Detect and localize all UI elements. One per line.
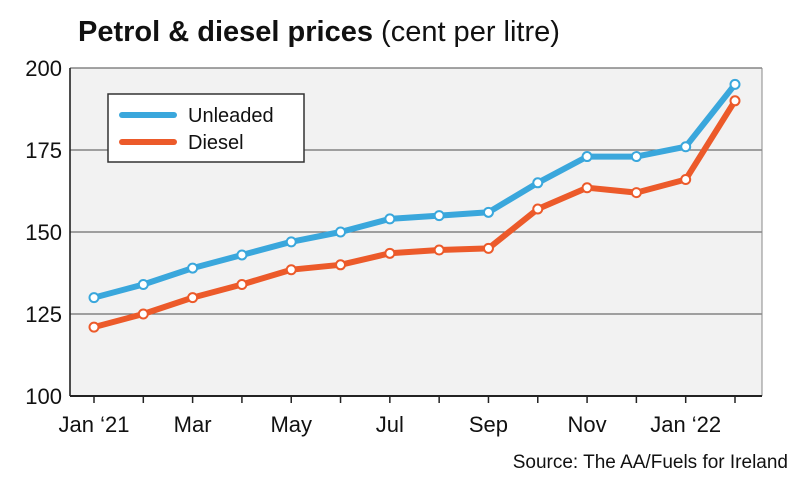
y-tick-label-125: 125	[25, 302, 62, 327]
point-unleaded-7	[433, 210, 445, 222]
point-unleaded-4	[285, 236, 297, 248]
y-tick-label-100: 100	[25, 384, 62, 409]
point-unleaded-0	[88, 292, 100, 304]
point-unleaded-3	[236, 249, 248, 261]
chart-title: Petrol & diesel prices	[78, 16, 373, 48]
x-tick-label-0: Jan ‘21	[59, 412, 130, 437]
point-unleaded-5	[335, 226, 347, 238]
legend: Unleaded Diesel	[107, 93, 305, 163]
point-unleaded-9	[532, 177, 544, 189]
x-tick-label-3: Jul	[376, 412, 404, 437]
series-line-unleaded	[91, 81, 738, 301]
point-diesel-0	[88, 321, 100, 333]
x-tick-label-6: Jan ‘22	[650, 412, 721, 437]
point-diesel-8	[482, 242, 494, 254]
legend-label-unleaded: Unleaded	[188, 105, 274, 127]
point-diesel-13	[729, 95, 741, 107]
point-diesel-6	[384, 247, 396, 259]
x-tick-label-1: Mar	[174, 412, 212, 437]
x-axis: Jan ‘21 Mar May Jul Sep Nov Jan ‘22	[59, 395, 762, 437]
point-unleaded-10	[581, 151, 593, 163]
legend-label-diesel: Diesel	[188, 132, 244, 154]
point-unleaded-8	[482, 206, 494, 218]
point-unleaded-2	[187, 262, 199, 274]
point-diesel-2	[187, 292, 199, 304]
point-unleaded-12	[680, 141, 692, 153]
y-tick-label-175: 175	[25, 138, 62, 163]
point-diesel-5	[335, 259, 347, 271]
y-axis: 100 125 150 175 200	[25, 56, 71, 409]
y-tick-label-150: 150	[25, 220, 62, 245]
source-note: Source: The AA/Fuels for Ireland	[512, 452, 788, 473]
point-unleaded-11	[630, 151, 642, 163]
point-unleaded-1	[137, 278, 149, 290]
point-diesel-7	[433, 244, 445, 256]
point-diesel-9	[532, 203, 544, 215]
series-group	[88, 78, 741, 333]
y-tick-label-200: 200	[25, 56, 62, 81]
point-diesel-3	[236, 278, 248, 290]
x-tick-label-2: May	[270, 412, 312, 437]
point-diesel-4	[285, 264, 297, 276]
chart-title-block: Petrol & diesel prices (cent per litre)	[78, 16, 560, 49]
point-unleaded-6	[384, 213, 396, 225]
point-diesel-11	[630, 187, 642, 199]
x-tick-label-4: Sep	[469, 412, 508, 437]
point-diesel-1	[137, 308, 149, 320]
series-line-diesel	[91, 97, 738, 331]
point-diesel-10	[581, 182, 593, 194]
x-tick-label-5: Nov	[568, 412, 607, 437]
legend-box	[107, 93, 305, 163]
chart-subtitle: (cent per litre)	[381, 16, 560, 48]
point-unleaded-13	[729, 78, 741, 90]
point-diesel-12	[680, 174, 692, 186]
